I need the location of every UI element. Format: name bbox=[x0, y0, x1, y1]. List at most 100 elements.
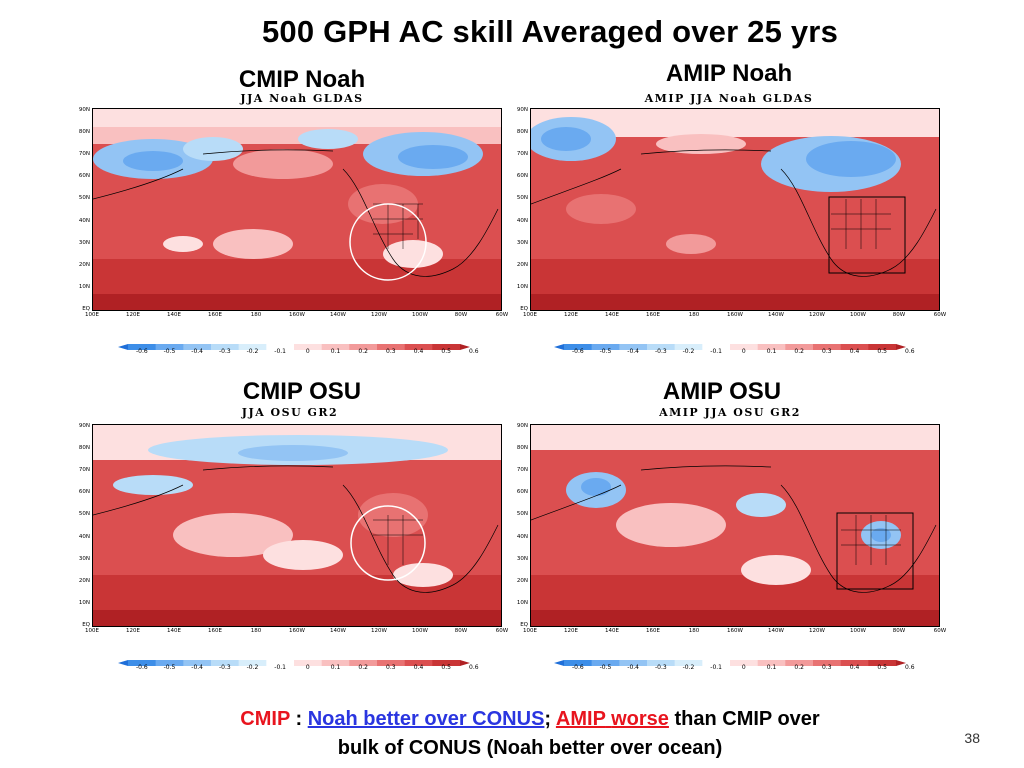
colorbar-swatch bbox=[460, 660, 470, 666]
colorbar-swatch bbox=[554, 344, 564, 350]
colorbar-swatch bbox=[404, 344, 433, 350]
colorbar-label: 0.6 bbox=[905, 348, 915, 355]
lon-tick-label: 140E bbox=[605, 628, 619, 634]
lon-tick-label: 160E bbox=[208, 628, 222, 634]
colorbar-label: 0.4 bbox=[413, 348, 424, 355]
colorbar-label: 0.5 bbox=[877, 664, 887, 671]
colorbar-swatch bbox=[266, 344, 295, 350]
colorbar-bottom-left: -0.6 -0.5 -0.4 -0.3 -0.2 -0.1 0 0.1 0.2 0.3 0.4 0.5… bbox=[118, 655, 479, 671]
caption-noah-better-link[interactable]: Noah better over CONUS bbox=[307, 708, 545, 730]
lon-tick-label: 60W bbox=[495, 628, 509, 634]
colorbar-bottom-right: -0.6 -0.5 -0.4 -0.3 -0.2 -0.1 0 0.1 0.2 0.3 0.4 0.5… bbox=[554, 655, 915, 671]
lat-tick-label: 90N bbox=[516, 107, 528, 113]
colorbar-label: -0.3 bbox=[218, 348, 231, 355]
lon-tick-label: 160W bbox=[727, 628, 743, 634]
colorbar-label: -0.2 bbox=[682, 664, 695, 671]
colorbar-swatch bbox=[813, 660, 841, 666]
colorbar-swatch bbox=[183, 344, 212, 350]
colorbar-label: -0.5 bbox=[163, 664, 176, 671]
lat-tick-label: 40N bbox=[516, 533, 528, 540]
colorbar-label: 0.6 bbox=[905, 664, 915, 671]
colorbar-label: -0.3 bbox=[654, 664, 667, 671]
caption-amip-link[interactable]: AMIP bbox=[555, 708, 606, 730]
lon-tick-label: 120E bbox=[564, 312, 578, 318]
lat-tick-label: 10N bbox=[516, 599, 528, 606]
colorbar-label: 0.3 bbox=[822, 664, 832, 671]
panel-title-amip-noah: AMIP Noah bbox=[665, 60, 793, 87]
colorbar-label: 0.6 bbox=[469, 664, 479, 671]
caption-worse-link[interactable]: worse bbox=[611, 708, 669, 730]
lat-tick-labels: 90N 80N 70N 60N 50N 40N 30N 20N 10N EQ bbox=[72, 107, 90, 312]
lon-tick-label: 160E bbox=[208, 312, 222, 318]
map-cmip-noah bbox=[92, 108, 502, 311]
colorbar-label: 0.4 bbox=[413, 664, 424, 671]
colorbar-swatch bbox=[564, 344, 592, 350]
colorbar-swatch bbox=[896, 660, 906, 666]
colorbar-swatch bbox=[868, 660, 897, 666]
colorbar-swatch bbox=[702, 660, 731, 666]
lat-tick-label: EQ bbox=[520, 306, 528, 312]
colorbar-swatch bbox=[266, 660, 295, 666]
lat-tick-label: EQ bbox=[82, 306, 90, 312]
colorbar-label: -0.1 bbox=[274, 664, 287, 671]
colorbar-swatch bbox=[757, 344, 786, 350]
panel-subtitle-cmip-noah: JJA Noah GLDAS bbox=[240, 92, 364, 105]
lat-tick-label: 90N bbox=[78, 107, 90, 113]
colorbar-label: -0.1 bbox=[710, 664, 723, 671]
lat-tick-label: 50N bbox=[78, 195, 90, 202]
colorbar-swatch bbox=[321, 344, 350, 350]
lon-tick-label: 100W bbox=[412, 312, 428, 318]
colorbar-label: 0.2 bbox=[358, 348, 368, 355]
colorbar-swatch bbox=[554, 660, 564, 666]
map-cmip-osu bbox=[92, 424, 502, 627]
colorbar-swatch bbox=[647, 660, 675, 666]
colorbar-swatch bbox=[674, 660, 703, 666]
colorbar-swatch bbox=[155, 344, 184, 350]
colorbar-label: -0.5 bbox=[599, 348, 612, 355]
lat-tick-label: 70N bbox=[516, 151, 528, 158]
colorbar-top-right: -0.6 -0.5 -0.4 -0.3 -0.2 -0.1 0 0.1 0.2 0.3 0.4 0.5… bbox=[554, 339, 915, 355]
colorbar-label: -0.6 bbox=[571, 348, 584, 355]
caption-rest2: bulk of CONUS (Noah better over ocean) bbox=[337, 737, 723, 759]
lon-tick-label: 160W bbox=[727, 312, 743, 318]
lat-tick-label: 60N bbox=[78, 489, 90, 496]
colorbar-swatch bbox=[730, 344, 758, 350]
colorbar-swatch bbox=[118, 344, 128, 350]
lat-tick-label: 30N bbox=[516, 239, 528, 246]
colorbar-swatch bbox=[211, 344, 239, 350]
lat-tick-labels: 90N 80N 70N 60N 50N 40N 30N 20N 10N EQ bbox=[510, 107, 528, 312]
lat-tick-label: 40N bbox=[78, 217, 90, 224]
colorbar-swatch bbox=[321, 660, 350, 666]
colorbar-swatch bbox=[868, 344, 897, 350]
lon-tick-label: 180 bbox=[688, 312, 700, 318]
colorbar-label: -0.6 bbox=[135, 348, 148, 355]
colorbar-swatch bbox=[757, 660, 786, 666]
lat-tick-label: 70N bbox=[78, 467, 90, 474]
colorbar-label: -0.4 bbox=[627, 348, 640, 355]
colorbar-swatch bbox=[377, 660, 405, 666]
lon-tick-label: 100E bbox=[523, 628, 537, 634]
colorbar-swatch bbox=[813, 344, 841, 350]
colorbar-swatch bbox=[840, 660, 869, 666]
caption: CMIP : Noah better over CONUS; AMIP wors… bbox=[100, 705, 960, 763]
lat-tick-label: 50N bbox=[516, 195, 528, 202]
colorbar-swatch bbox=[591, 660, 620, 666]
panel-subtitle-cmip-osu: JJA OSU GR2 bbox=[241, 406, 339, 419]
colorbar-swatch bbox=[896, 344, 906, 350]
panel-title-cmip-noah: CMIP Noah bbox=[238, 66, 366, 93]
lon-tick-label: 100W bbox=[850, 312, 866, 318]
colorbar-label: -0.2 bbox=[682, 348, 695, 355]
colorbar-swatch bbox=[118, 660, 128, 666]
lat-tick-label: 80N bbox=[78, 129, 90, 136]
lon-tick-label: 180 bbox=[250, 312, 262, 318]
colorbar-label: 0.5 bbox=[441, 664, 451, 671]
colorbar-swatch bbox=[702, 344, 731, 350]
lon-tick-label: 180 bbox=[250, 628, 262, 634]
colorbar-swatch bbox=[432, 660, 461, 666]
lat-tick-label: 20N bbox=[516, 261, 528, 268]
lon-tick-label: 120E bbox=[126, 628, 140, 634]
lon-tick-label: 140W bbox=[768, 312, 784, 318]
colorbar-label: 0.1 bbox=[766, 348, 777, 355]
colorbar-label: -0.1 bbox=[710, 348, 723, 355]
colorbar-swatch bbox=[238, 660, 267, 666]
